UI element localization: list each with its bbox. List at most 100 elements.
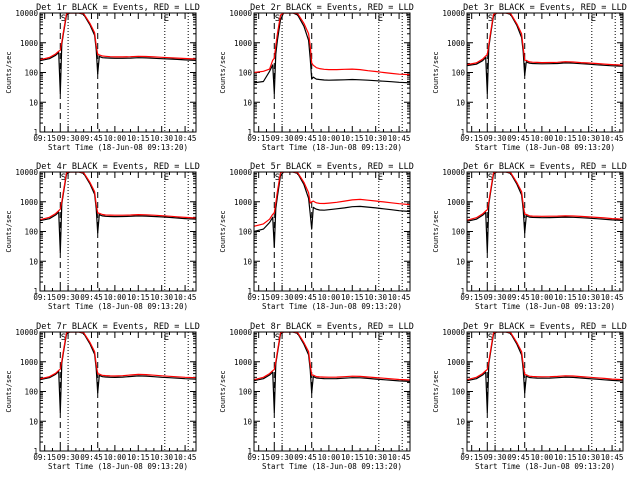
chart-panel: Det 2r BLACK = Events, RED = LLD Counts/s…: [219, 3, 414, 152]
x-tick-label: 10:30: [577, 453, 600, 462]
series-line-lld: [254, 332, 410, 381]
y-axis-label: Counts/sec: [219, 51, 227, 93]
series-line-events: [467, 172, 623, 253]
x-tick-label: 09:15: [247, 134, 270, 143]
y-axis-label: Counts/sec: [432, 210, 440, 252]
plot-frame: [39, 12, 197, 133]
x-tick-label: 10:00: [318, 134, 341, 143]
x-tick-label: 10:45: [388, 453, 411, 462]
y-axis-label: Counts/sec: [219, 210, 227, 252]
marker-label: E: [378, 333, 383, 343]
x-tick-label: 09:30: [57, 293, 80, 302]
y-tick-label: 10000: [442, 328, 465, 337]
x-tick-label: 09:30: [57, 134, 80, 143]
series-line-events: [254, 172, 410, 248]
plot-frame: [466, 171, 624, 292]
x-tick-label: 10:15: [341, 453, 364, 462]
plot-frame: [253, 331, 411, 452]
series-line-lld: [40, 332, 196, 380]
x-tick-label: 09:45: [507, 134, 530, 143]
x-tick-label: 10:30: [364, 453, 387, 462]
x-tick-label: 09:30: [271, 134, 294, 143]
chart-panel: Det 6r BLACK = Events, RED = LLD Counts/s…: [432, 162, 627, 311]
x-tick-label: 10:30: [150, 453, 173, 462]
x-tick-label: 10:30: [364, 134, 387, 143]
y-tick-label: 1: [247, 447, 252, 456]
x-tick-label: 10:00: [531, 134, 554, 143]
x-tick-label: 10:15: [554, 293, 577, 302]
x-tick-label: 09:45: [80, 134, 103, 143]
marker-label: E: [164, 333, 169, 343]
x-tick-label: 10:45: [388, 293, 411, 302]
y-tick-label: 10: [456, 257, 466, 266]
y-tick-label: 1: [247, 287, 252, 296]
x-tick-label: 09:45: [294, 134, 317, 143]
chart-panel: Det 4r BLACK = Events, RED = LLD Counts/s…: [5, 162, 200, 311]
y-tick-label: 1000: [447, 39, 466, 48]
y-axis-label: Counts/sec: [5, 210, 13, 252]
x-tick-label: 10:15: [127, 453, 150, 462]
x-tick-label: 09:45: [80, 293, 103, 302]
x-tick-label: 10:45: [174, 293, 197, 302]
y-tick-label: 10: [456, 98, 466, 107]
y-tick-label: 10000: [15, 9, 38, 18]
chart-panel: Det 7r BLACK = Events, RED = LLD Counts/s…: [5, 322, 200, 471]
y-tick-label: 10: [243, 98, 253, 107]
marker-label: S: [275, 333, 280, 343]
marker-label: E: [164, 14, 169, 24]
plot-frame: [39, 171, 197, 292]
y-tick-label: 10: [243, 417, 253, 426]
chart-panel: Det 5r BLACK = Events, RED = LLD Counts/s…: [219, 162, 414, 311]
marker-label: S: [61, 173, 66, 183]
x-tick-label: 10:00: [104, 293, 127, 302]
x-tick-label: 10:30: [150, 293, 173, 302]
series-line-lld: [467, 13, 623, 66]
x-tick-label: 09:30: [484, 134, 507, 143]
marker-label: E: [591, 14, 596, 24]
y-tick-label: 10000: [15, 168, 38, 177]
x-tick-label: 09:15: [460, 453, 483, 462]
y-tick-label: 1000: [20, 39, 39, 48]
y-tick-label: 1: [33, 287, 38, 296]
series-line-events: [254, 332, 410, 413]
x-tick-label: 10:00: [318, 453, 341, 462]
x-axis-label: Start Time (18-Jun-08 09:13:20): [262, 462, 402, 471]
chart-title: Det 5r BLACK = Events, RED = LLD: [250, 162, 414, 172]
x-tick-label: 09:30: [57, 453, 80, 462]
chart-panel: Det 8r BLACK = Events, RED = LLD Counts/s…: [219, 322, 414, 471]
y-tick-label: 100: [238, 388, 252, 397]
y-tick-label: 10: [456, 417, 466, 426]
y-tick-label: 100: [24, 228, 38, 237]
y-tick-label: 1: [460, 287, 465, 296]
marker-label: E: [591, 173, 596, 183]
x-tick-label: 09:45: [507, 293, 530, 302]
y-axis-label: Counts/sec: [432, 370, 440, 412]
y-tick-label: 100: [24, 69, 38, 78]
x-tick-label: 09:15: [460, 134, 483, 143]
y-tick-label: 10000: [229, 328, 252, 337]
x-tick-label: 09:45: [294, 453, 317, 462]
x-tick-label: 10:30: [577, 293, 600, 302]
x-tick-label: 09:45: [80, 453, 103, 462]
x-tick-label: 09:30: [271, 453, 294, 462]
chart-title: Det 4r BLACK = Events, RED = LLD: [36, 162, 200, 172]
x-axis-label: Start Time (18-Jun-08 09:13:20): [48, 143, 188, 152]
chart-title: Det 2r BLACK = Events, RED = LLD: [250, 3, 414, 13]
x-axis-label: Start Time (18-Jun-08 09:13:20): [475, 302, 615, 311]
marker-label: E: [591, 333, 596, 343]
y-tick-label: 10000: [229, 168, 252, 177]
plot-frame: [39, 331, 197, 452]
y-tick-label: 100: [451, 69, 465, 78]
y-tick-label: 10000: [442, 9, 465, 18]
x-tick-label: 10:00: [104, 453, 127, 462]
marker-label: S: [275, 14, 280, 24]
y-tick-label: 1000: [234, 198, 253, 207]
y-tick-label: 1: [460, 128, 465, 137]
y-tick-label: 1000: [234, 358, 253, 367]
x-tick-label: 09:30: [484, 293, 507, 302]
x-tick-label: 09:15: [247, 293, 270, 302]
marker-label: S: [488, 14, 493, 24]
marker-label: S: [61, 333, 66, 343]
marker-label: E: [378, 173, 383, 183]
